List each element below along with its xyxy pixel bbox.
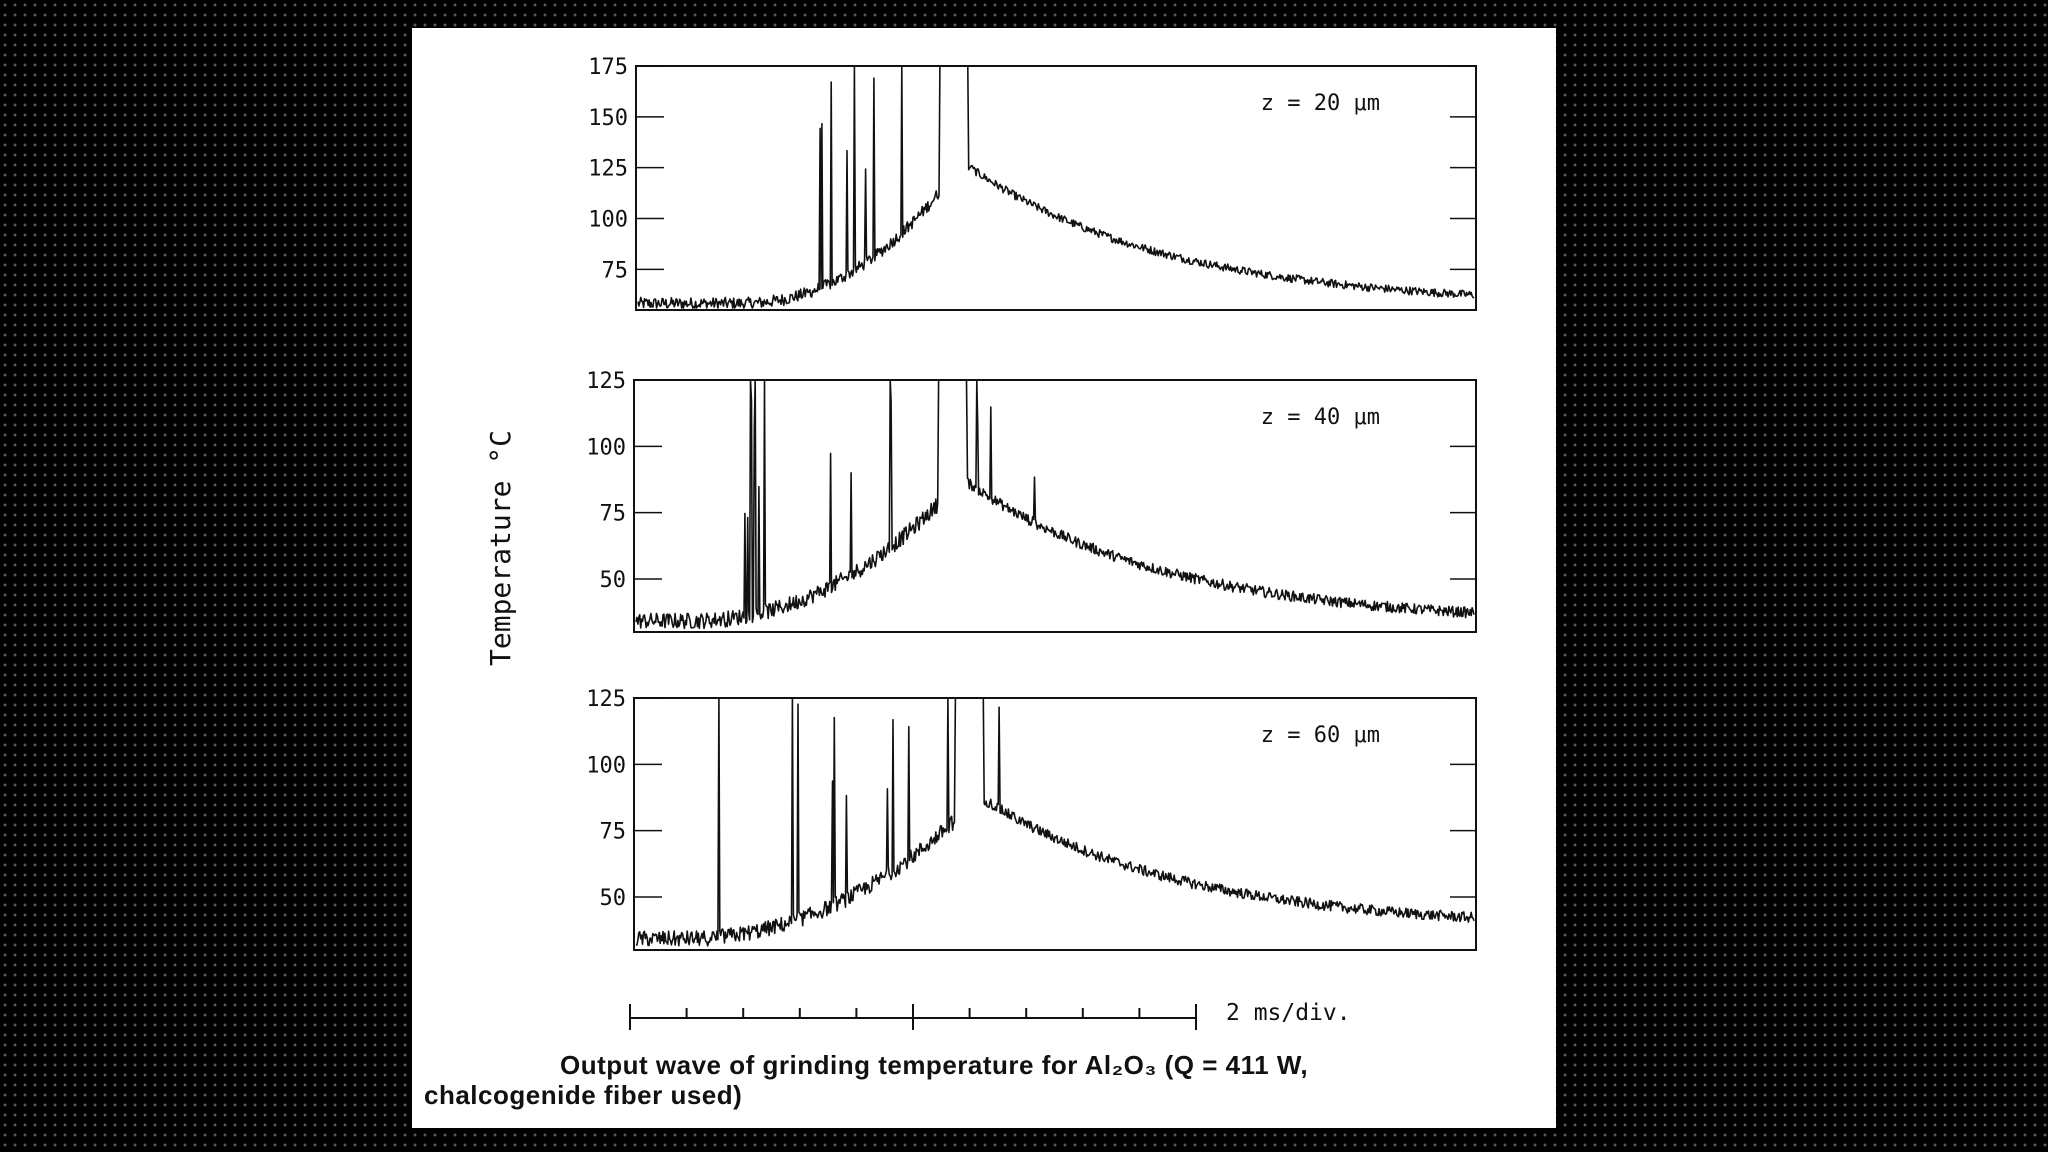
caption-line-2: chalcogenide fiber used) (424, 1080, 743, 1110)
panel-frame (635, 65, 1477, 311)
y-tick-label: 100 (586, 435, 626, 460)
y-tick-label: 100 (586, 753, 626, 778)
y-tick-label: 125 (588, 157, 628, 182)
panel-frame (633, 379, 1477, 633)
y-tick-label: 125 (586, 687, 626, 712)
panel-frame (633, 697, 1477, 951)
y-tick-label: 75 (600, 820, 627, 845)
time-scale-bar (629, 1004, 1197, 1030)
y-tick-label: 75 (600, 502, 627, 527)
caption-line-1: Output wave of grinding temperature for … (560, 1050, 1309, 1080)
panel-1: 75 100 125 150 175 z = 20 μm (588, 55, 1477, 311)
panel-label: z = 40 μm (1261, 405, 1380, 430)
chart-svg: 75 100 125 150 175 z = 20 μm 50 75 100 125 z = 40 … (484, 55, 1477, 1030)
y-tick-label: 100 (588, 208, 628, 233)
panel-label: z = 20 μm (1261, 91, 1380, 116)
figure: 75 100 125 150 175 z = 20 μm 50 75 100 125 z = 40 … (412, 28, 1556, 1128)
series-line-panel-3 (635, 697, 1475, 947)
figure-caption: Output wave of grinding temperature for … (424, 1050, 1544, 1110)
time-scale-label: 2 ms/div. (1226, 1000, 1351, 1026)
y-tick-label: 175 (588, 55, 628, 80)
series-line-panel-1 (637, 65, 1475, 309)
panel-3: 50 75 100 125 z = 60 μm (586, 687, 1477, 951)
y-tick-label: 150 (588, 106, 628, 131)
series-line-panel-2 (635, 379, 1475, 630)
y-tick-label: 50 (600, 886, 627, 911)
panel-label: z = 60 μm (1261, 723, 1380, 748)
y-tick-label: 50 (600, 568, 627, 593)
y-axis-label: Temperature °C (484, 430, 517, 666)
y-tick-label: 75 (602, 258, 629, 283)
y-tick-label: 125 (586, 369, 626, 394)
panel-2: 50 75 100 125 z = 40 μm (586, 369, 1477, 633)
